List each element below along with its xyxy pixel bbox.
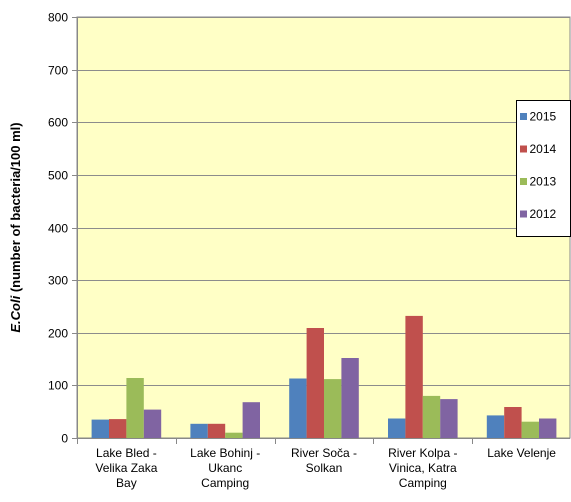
y-axis-label: E.Coli (number of bacteria/100 ml) xyxy=(8,122,23,332)
bar-2012 xyxy=(440,399,457,438)
x-tick-label-line: Camping xyxy=(399,476,447,490)
bar-2014 xyxy=(109,419,126,438)
x-tick-label-line: Lake Bohinj - xyxy=(190,446,260,460)
y-tick-label: 800 xyxy=(48,11,68,25)
bar-2012 xyxy=(341,358,358,438)
y-axis-label-italic: E.Coli xyxy=(8,295,23,332)
bar-2012 xyxy=(539,419,556,439)
y-tick-label: 700 xyxy=(48,64,68,78)
legend-label-2015: 2015 xyxy=(530,110,557,124)
bar-2014 xyxy=(307,328,324,438)
bar-2015 xyxy=(92,420,109,438)
x-tick-label-line: River Soča - xyxy=(291,446,357,460)
bar-2013 xyxy=(126,378,143,438)
legend-label-2013: 2013 xyxy=(530,175,557,189)
x-tick-label-line: Vinica, Katra xyxy=(389,461,457,475)
bar-2013 xyxy=(324,379,341,438)
x-tick-label-line: Lake Velenje xyxy=(487,446,556,460)
y-tick-label: 200 xyxy=(48,327,68,341)
legend-swatch-2012 xyxy=(520,211,527,218)
x-tick-label: Lake Velenje xyxy=(487,446,556,460)
bar-2015 xyxy=(487,415,504,438)
legend: 2015 2014 2013 2012 xyxy=(517,101,571,237)
legend-swatch-2013 xyxy=(520,178,527,185)
bar-2012 xyxy=(144,410,161,438)
y-tick-label: 600 xyxy=(48,116,68,130)
bar-2012 xyxy=(243,402,260,438)
legend-label-2014: 2014 xyxy=(530,142,557,156)
x-tick-label-line: Bay xyxy=(116,476,137,490)
x-tick-label-line: River Kolpa - xyxy=(388,446,457,460)
x-tick-label: River Soča -Solkan xyxy=(291,446,357,475)
legend-swatch-2015 xyxy=(520,113,527,120)
y-tick-label: 400 xyxy=(48,222,68,236)
bar-2013 xyxy=(522,422,539,438)
bar-2014 xyxy=(208,424,225,438)
x-tick-label-line: Solkan xyxy=(306,461,343,475)
y-tick-label: 500 xyxy=(48,169,68,183)
x-tick-label-line: Camping xyxy=(201,476,249,490)
bar-2015 xyxy=(190,424,207,438)
bar-2015 xyxy=(289,379,306,439)
y-tick-label: 0 xyxy=(61,432,68,446)
x-tick-label-line: Lake Bled - xyxy=(96,446,157,460)
y-axis-ticks: 0 100 200 300 400 500 600 700 800 xyxy=(48,11,77,446)
bar-2015 xyxy=(388,419,405,439)
y-axis-label-rest: (number of bacteria/100 ml) xyxy=(8,122,23,295)
y-tick-label: 300 xyxy=(48,274,68,288)
bar-2013 xyxy=(225,433,242,438)
y-tick-label: 100 xyxy=(48,379,68,393)
legend-label-2012: 2012 xyxy=(530,207,557,221)
legend-swatch-2014 xyxy=(520,146,527,153)
bar-2014 xyxy=(405,316,422,438)
x-tick-label-line: Ukanc xyxy=(208,461,242,475)
bar-2014 xyxy=(504,407,521,438)
bar-2013 xyxy=(423,396,440,438)
x-tick-label-line: Velika Zaka xyxy=(95,461,157,475)
